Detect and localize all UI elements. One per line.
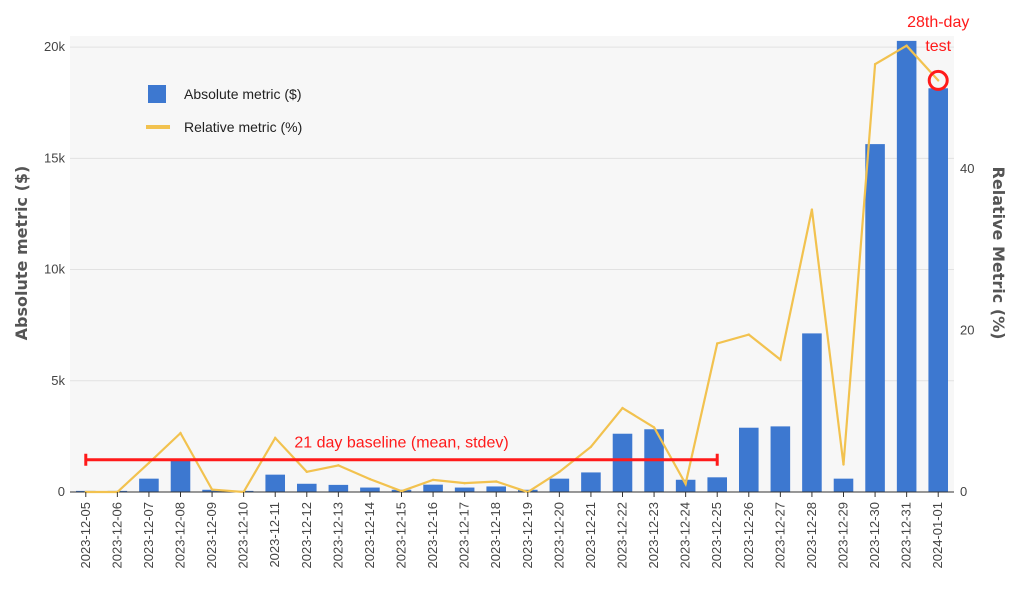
line-point-2023-12-07 <box>147 461 151 465</box>
bar-2023-12-28 <box>802 333 822 492</box>
line-point-2023-12-08 <box>179 431 182 435</box>
bar-2023-12-14 <box>360 487 380 492</box>
x-tick-label-14: 2023-12-19 <box>520 502 535 569</box>
x-tick-label-9: 2023-12-14 <box>362 502 377 569</box>
x-tick-label-12: 2023-12-17 <box>457 502 472 569</box>
bar-2023-12-16 <box>423 484 443 492</box>
x-tick-label-18: 2023-12-23 <box>646 502 661 569</box>
line-point-2023-12-18 <box>495 480 498 483</box>
line-point-2023-12-17 <box>463 481 466 485</box>
legend-label-bar: Absolute metric ($) <box>184 86 301 102</box>
test-point-circle <box>927 69 949 91</box>
y2-tick-label-0: 0 <box>960 484 967 499</box>
line-point-2023-12-09 <box>210 488 214 491</box>
x-tick-label-7: 2023-12-12 <box>299 502 314 569</box>
line-point-2023-12-25 <box>716 342 719 345</box>
bar-2023-12-25 <box>707 477 728 492</box>
line-point-2024-01-01 <box>937 79 940 82</box>
line-point-2023-12-30 <box>873 63 877 66</box>
bar-2023-12-13 <box>328 484 349 492</box>
bar-2023-12-27 <box>770 426 791 492</box>
legend: Absolute metric ($) Relative metric (%) <box>146 85 302 135</box>
bar-2023-12-18 <box>486 486 507 492</box>
y2-tick-label-2: 40 <box>960 161 974 176</box>
x-tick-label-1: 2023-12-06 <box>109 502 124 569</box>
line-point-2023-12-11 <box>274 436 277 440</box>
x-tick-label-16: 2023-12-21 <box>583 502 598 569</box>
x-tick-label-22: 2023-12-27 <box>772 502 787 569</box>
y-tick-label-4: 20k <box>44 39 65 54</box>
x-tick-label-0: 2023-12-05 <box>78 502 93 569</box>
line-point-2023-12-24 <box>684 482 687 486</box>
bar-2023-12-21 <box>581 472 601 492</box>
test-label-line-1: 28th-day <box>907 14 969 31</box>
line-point-2023-12-14 <box>368 477 372 481</box>
x-tick-label-26: 2023-12-31 <box>899 502 914 569</box>
y-axis-left: 0 5k 10k 15k 20k <box>44 39 65 499</box>
x-tick-label-21: 2023-12-26 <box>741 502 756 569</box>
x-tick-label-24: 2023-12-29 <box>836 502 851 569</box>
bar-2023-12-09 <box>202 489 222 492</box>
x-axis: 2023-12-05 2023-12-06 2023-12-07 2023-12-08… <box>78 492 945 569</box>
bar-series <box>70 40 954 493</box>
line-point-2023-12-26 <box>747 333 750 336</box>
test-label-line-2: test <box>925 38 951 55</box>
x-tick-label-25: 2023-12-30 <box>867 502 882 569</box>
line-point-2023-12-31 <box>905 44 908 47</box>
bar-2023-12-08 <box>170 458 191 492</box>
line-point-2023-12-29 <box>842 463 845 466</box>
y-tick-label-2: 10k <box>44 262 65 277</box>
x-tick-label-27: 2024-01-01 <box>930 502 945 569</box>
y-axis-right: 0 20 40 <box>960 161 974 499</box>
bar-2023-12-26 <box>738 427 759 492</box>
x-tick-label-4: 2023-12-09 <box>204 502 219 569</box>
line-point-2023-12-28 <box>810 208 814 211</box>
x-tick-label-10: 2023-12-15 <box>394 502 409 569</box>
line-point-2023-12-21 <box>589 445 593 449</box>
y-tick-label-3: 15k <box>44 150 65 165</box>
line-point-2023-12-12 <box>305 470 308 474</box>
line-series <box>84 44 940 494</box>
y2-tick-label-1: 20 <box>960 323 974 338</box>
bar-2023-12-20 <box>549 478 570 492</box>
annotations: 21 day baseline (mean, stdev) 28th-day t… <box>84 14 969 466</box>
bar-2023-12-17 <box>454 487 475 492</box>
bar-2023-12-12 <box>296 483 317 492</box>
x-tick-label-17: 2023-12-22 <box>615 502 630 569</box>
legend-swatch-bar <box>148 85 166 103</box>
bar-2023-12-29 <box>833 478 854 492</box>
y-axis-title: Absolute metric ($) <box>12 166 31 341</box>
x-tick-label-11: 2023-12-16 <box>425 502 440 569</box>
bar-2023-12-11 <box>265 474 286 492</box>
baseline-label: 21 day baseline (mean, stdev) <box>294 435 508 452</box>
x-tick-label-15: 2023-12-20 <box>551 502 566 569</box>
x-tick-label-2: 2023-12-07 <box>141 502 156 569</box>
x-tick-label-6: 2023-12-11 <box>267 502 282 568</box>
x-tick-label-19: 2023-12-24 <box>678 502 693 569</box>
line-point-2023-12-15 <box>400 489 403 493</box>
bar-2023-12-07 <box>139 478 159 492</box>
bar-2023-12-31 <box>896 40 917 493</box>
y-tick-label-0: 0 <box>58 484 65 499</box>
line-point-2023-12-27 <box>779 358 782 361</box>
legend-label-line: Relative metric (%) <box>184 119 302 135</box>
line-point-2023-12-16 <box>431 478 435 482</box>
line-point-2023-12-22 <box>621 406 624 410</box>
bar-2024-01-01 <box>928 88 949 493</box>
line-point-2023-12-23 <box>652 426 656 429</box>
bar-2023-12-22 <box>612 433 633 492</box>
x-tick-label-5: 2023-12-10 <box>236 502 251 569</box>
x-tick-label-13: 2023-12-18 <box>488 502 503 569</box>
relative-metric-line <box>85 44 940 494</box>
y-tick-label-1: 5k <box>51 373 65 388</box>
line-point-2023-12-13 <box>337 464 340 467</box>
y2-axis-title: Relative Metric (%) <box>989 167 1008 340</box>
line-point-2023-12-20 <box>558 470 561 474</box>
x-tick-label-23: 2023-12-28 <box>804 502 819 569</box>
x-tick-label-8: 2023-12-13 <box>330 502 345 569</box>
x-tick-label-20: 2023-12-25 <box>709 502 724 569</box>
x-tick-label-3: 2023-12-08 <box>173 502 188 569</box>
bar-2023-12-30 <box>865 144 885 493</box>
